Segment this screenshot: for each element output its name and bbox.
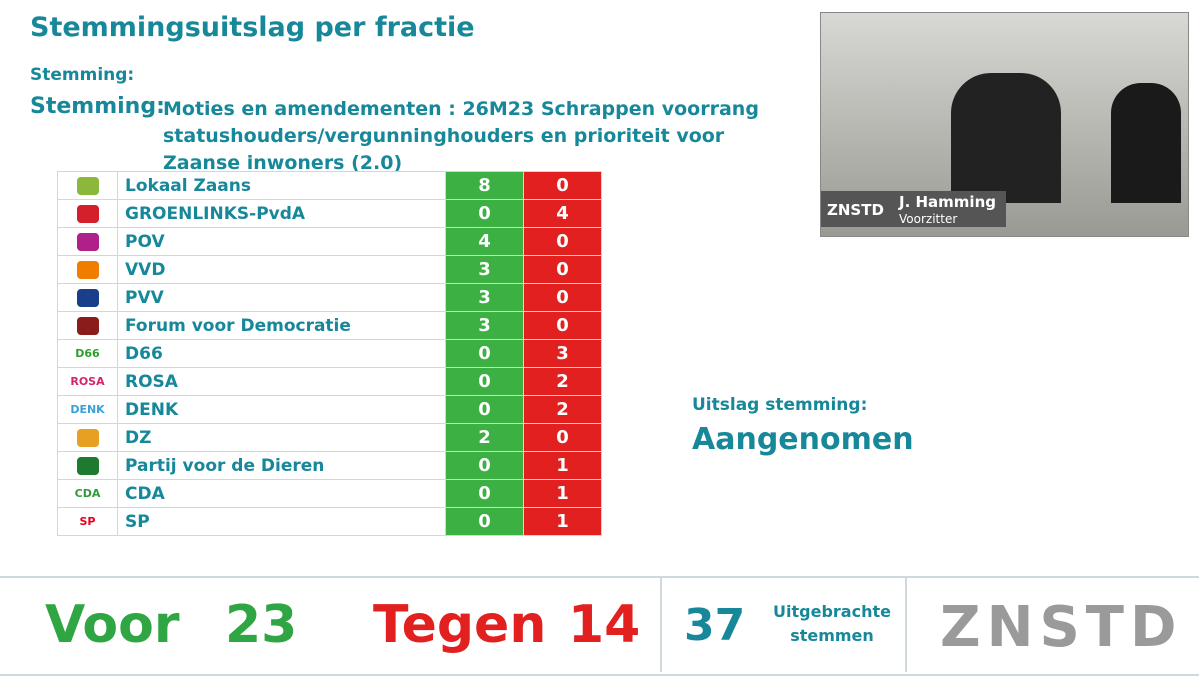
row: VVD 3 0	[57, 255, 602, 284]
voor-count: 23	[225, 595, 298, 655]
caption-bar	[821, 191, 1006, 227]
party-logo	[57, 199, 118, 228]
total-count: 37	[684, 600, 746, 651]
tegen-cell: 1	[523, 507, 602, 536]
video: ZNSTD J. Hamming Voorzitter	[820, 12, 1189, 237]
tegen-cell: 0	[523, 255, 602, 284]
voor-cell: 3	[445, 283, 524, 312]
tegen-cell: 2	[523, 367, 602, 396]
tegen-count: 14	[568, 595, 641, 655]
logo-icon	[76, 428, 99, 447]
party-logo	[57, 227, 118, 256]
row: DENK DENK 0 2	[57, 395, 602, 424]
party-name: Lokaal Zaans	[117, 171, 446, 200]
party-name: PVV	[117, 283, 446, 312]
party-logo: ROSA	[57, 367, 118, 396]
result-label: Uitslag stemming:	[692, 395, 868, 415]
tegen-cell: 3	[523, 339, 602, 368]
row: GROENLINKS-PvdA 0 4	[57, 199, 602, 228]
row: Lokaal Zaans 8 0	[57, 171, 602, 200]
voor-cell: 0	[445, 451, 524, 480]
tegen-label: Tegen	[373, 595, 547, 655]
party-logo	[57, 311, 118, 340]
party-name: POV	[117, 227, 446, 256]
footer-logo: ZNSTD	[940, 595, 1183, 660]
result-value: Aangenomen	[692, 422, 914, 457]
row: SP SP 0 1	[57, 507, 602, 536]
tegen-cell: 2	[523, 395, 602, 424]
party-logo: DENK	[57, 395, 118, 424]
party-name: Partij voor de Dieren	[117, 451, 446, 480]
logo-icon	[76, 176, 99, 195]
row: Partij voor de Dieren 0 1	[57, 451, 602, 480]
tegen-cell: 1	[523, 451, 602, 480]
voor-cell: 4	[445, 227, 524, 256]
party-name: GROENLINKS-PvdA	[117, 199, 446, 228]
voor-cell: 3	[445, 255, 524, 284]
voor-cell: 0	[445, 507, 524, 536]
vote-table: Lokaal Zaans 8 0 GROENLINKS-PvdA 0 4 POV 4 0 VVD 3…	[57, 171, 602, 536]
voor-cell: 0	[445, 479, 524, 508]
footer	[0, 576, 1199, 676]
party-name: ROSA	[117, 367, 446, 396]
person	[1111, 83, 1181, 203]
logo-icon	[76, 260, 99, 279]
total-label: Uitgebrachte stemmen	[773, 602, 891, 645]
person	[951, 73, 1061, 203]
tegen-cell: 0	[523, 283, 602, 312]
party-logo	[57, 255, 118, 284]
party-logo: D66	[57, 339, 118, 368]
party-name: DENK	[117, 395, 446, 424]
row: ROSA ROSA 0 2	[57, 367, 602, 396]
label-small: Stemming:	[30, 65, 135, 85]
party-logo	[57, 451, 118, 480]
voor-label: Voor	[45, 595, 180, 655]
title: Stemmingsuitslag per fractie	[30, 12, 475, 43]
logo-icon	[76, 204, 99, 223]
party-name: Forum voor Democratie	[117, 311, 446, 340]
party-name: CDA	[117, 479, 446, 508]
party-name: DZ	[117, 423, 446, 452]
voor-cell: 8	[445, 171, 524, 200]
tegen-cell: 0	[523, 311, 602, 340]
voor-cell: 2	[445, 423, 524, 452]
voor-cell: 0	[445, 339, 524, 368]
party-logo: CDA	[57, 479, 118, 508]
party-name: D66	[117, 339, 446, 368]
divider	[660, 578, 662, 672]
row: D66 D66 0 3	[57, 339, 602, 368]
voor-cell: 0	[445, 367, 524, 396]
tegen-cell: 0	[523, 171, 602, 200]
row: PVV 3 0	[57, 283, 602, 312]
row: DZ 2 0	[57, 423, 602, 452]
row: CDA CDA 0 1	[57, 479, 602, 508]
label: Stemming:	[30, 94, 165, 119]
party-name: SP	[117, 507, 446, 536]
party-logo: SP	[57, 507, 118, 536]
video-name: J. Hamming	[899, 193, 996, 211]
row: Forum voor Democratie 3 0	[57, 311, 602, 340]
party-name: VVD	[117, 255, 446, 284]
divider	[905, 578, 907, 672]
video-role: Voorzitter	[899, 212, 958, 226]
party-logo	[57, 283, 118, 312]
logo-icon	[76, 232, 99, 251]
row: POV 4 0	[57, 227, 602, 256]
logo-icon	[76, 316, 99, 335]
voor-cell: 3	[445, 311, 524, 340]
voor-cell: 0	[445, 395, 524, 424]
tegen-cell: 1	[523, 479, 602, 508]
tegen-cell: 4	[523, 199, 602, 228]
tegen-cell: 0	[523, 227, 602, 256]
party-logo	[57, 171, 118, 200]
logo-icon	[76, 456, 99, 475]
logo-icon	[76, 288, 99, 307]
subject: Moties en amendementen : 26M23 Schrappen…	[163, 98, 759, 174]
voor-cell: 0	[445, 199, 524, 228]
tegen-cell: 0	[523, 423, 602, 452]
party-logo	[57, 423, 118, 452]
video-logo: ZNSTD	[827, 201, 884, 219]
